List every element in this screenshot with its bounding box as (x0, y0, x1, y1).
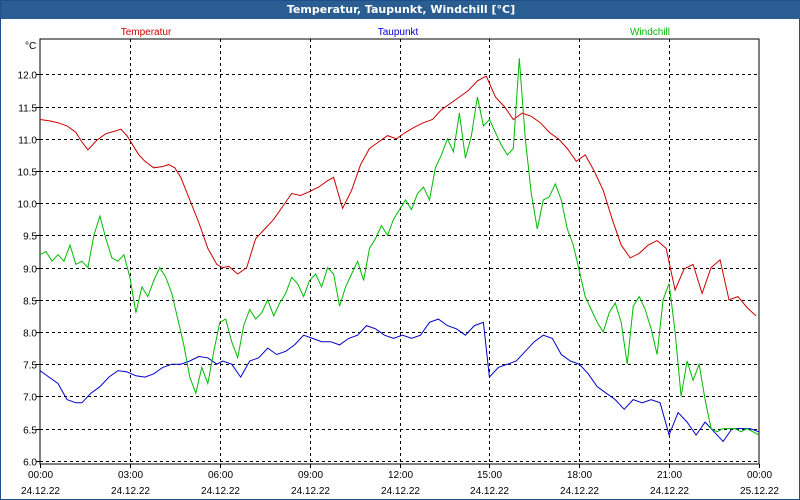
x-tick-label-time: 06:00 (208, 470, 233, 481)
x-tick-label-date: 24.12.22 (111, 486, 150, 497)
x-tick-label-date: 24.12.22 (201, 486, 240, 497)
x-tick-label-time: 09:00 (298, 470, 323, 481)
series-line-taupunkt (39, 318, 760, 443)
x-tick-label-time: 00:00 (28, 470, 53, 481)
legend-label-taupunkt: Taupunkt (378, 27, 419, 38)
x-tick-label-date: 24.12.22 (650, 486, 689, 497)
legend-label-windchill: Windchill (630, 27, 670, 38)
y-tick-label: 11.0 (18, 136, 37, 147)
chart-title: Temperatur, Taupunkt, Windchill [°C] (286, 3, 516, 16)
x-tick-label-date: 24.12.22 (21, 486, 60, 497)
y-tick-label: 10.0 (18, 200, 38, 211)
title-bar: Temperatur, Taupunkt, Windchill [°C] (1, 1, 800, 19)
legend-label-temperatur: Temperatur (121, 27, 172, 38)
series-line-temperatur (39, 75, 757, 317)
plot-area (39, 38, 760, 465)
y-tick-label: 10.5 (18, 168, 38, 179)
x-tick-label-date: 24.12.22 (470, 486, 509, 497)
x-tick-label-time: 21:00 (657, 470, 682, 481)
y-tick-label: 11.5 (18, 104, 37, 115)
x-tick-label-time: 15:00 (477, 470, 502, 481)
y-tick-label: 8.5 (23, 297, 37, 308)
y-tick-label: 6.5 (23, 426, 37, 437)
x-tick-label-time: 18:00 (567, 470, 592, 481)
x-tick-label-date: 24.12.22 (291, 486, 330, 497)
y-tick-label: 7.0 (23, 393, 37, 404)
x-tick-label-date: 25.12.22 (740, 486, 779, 497)
y-tick-label: 12.0 (18, 71, 38, 82)
y-tick-label: 8.0 (23, 329, 37, 340)
y-axis-label: °C (25, 41, 36, 52)
x-tick-label-date: 24.12.22 (381, 486, 420, 497)
y-tick-label: 6.0 (23, 458, 37, 469)
y-tick-label: 7.5 (23, 361, 37, 372)
x-tick-label-time: 12:00 (388, 470, 413, 481)
x-tick-label-time: 03:00 (118, 470, 143, 481)
y-tick-label: 9.5 (23, 232, 37, 243)
series-line-windchill (39, 58, 760, 436)
x-tick-label-time: 00:00 (747, 470, 772, 481)
y-tick-label: 9.0 (23, 265, 37, 276)
x-tick-label-date: 24.12.22 (560, 486, 599, 497)
